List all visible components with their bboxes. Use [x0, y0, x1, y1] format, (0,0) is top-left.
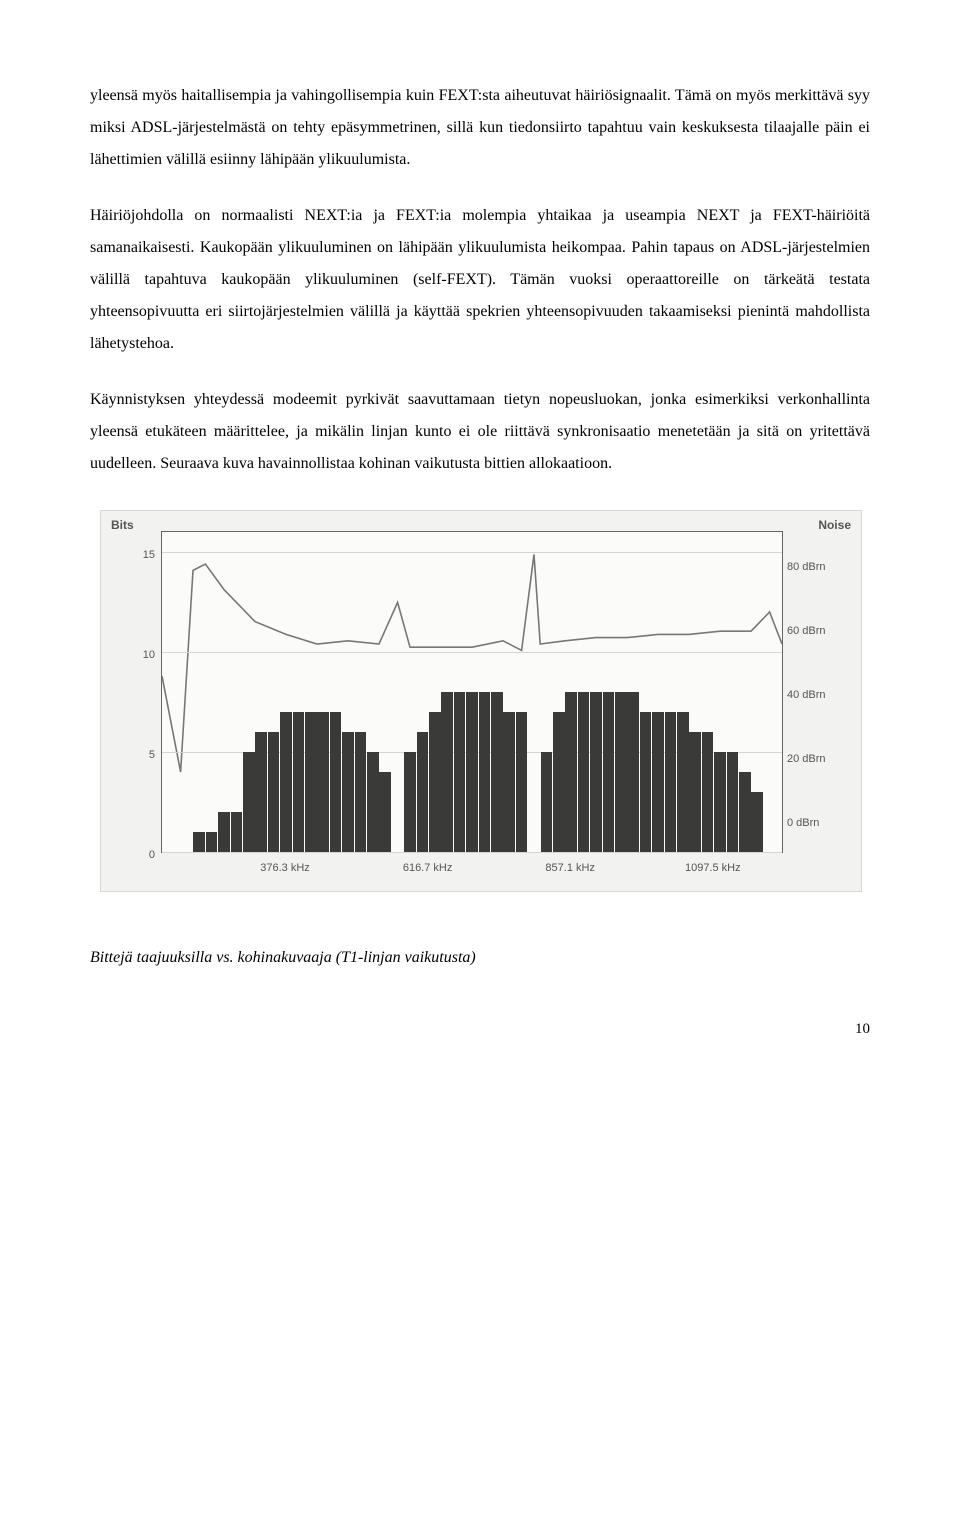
figure-caption: Bittejä taajuuksilla vs. kohinakuvaaja (…: [90, 942, 870, 974]
bit-bar: [193, 832, 205, 852]
x-tick-label: 616.7 kHz: [398, 857, 458, 879]
right-tick-label: 0 dBrn: [787, 812, 819, 834]
bit-bar: [317, 712, 329, 852]
bit-bar: [565, 692, 577, 852]
bit-bar: [367, 752, 379, 852]
bit-bar: [627, 692, 639, 852]
bit-bar: [751, 792, 763, 852]
bit-bar: [702, 732, 714, 852]
bit-bar: [379, 772, 391, 852]
bit-bar: [516, 712, 528, 852]
bit-bar: [231, 812, 243, 852]
bit-bar: [206, 832, 218, 852]
right-axis-title: Noise: [818, 513, 851, 537]
page-number: 10: [90, 1014, 870, 1044]
bit-bar: [578, 692, 590, 852]
bit-bar: [615, 692, 627, 852]
bit-bar: [491, 692, 503, 852]
bit-bar: [305, 712, 317, 852]
bit-bar: [466, 692, 478, 852]
left-axis-title: Bits: [111, 513, 134, 537]
body-paragraph-2: Häiriöjohdolla on normaalisti NEXT:ia ja…: [90, 200, 870, 360]
right-tick-label: 60 dBrn: [787, 620, 826, 642]
bit-bar: [677, 712, 689, 852]
bit-bar: [243, 752, 255, 852]
right-tick-label: 20 dBrn: [787, 748, 826, 770]
bit-bar: [218, 812, 230, 852]
bit-bar: [479, 692, 491, 852]
right-tick-label: 40 dBrn: [787, 684, 826, 706]
bit-bar: [689, 732, 701, 852]
bit-bar: [355, 732, 367, 852]
bit-bar: [541, 752, 553, 852]
bit-bar: [652, 712, 664, 852]
bit-bar: [454, 692, 466, 852]
bit-bar: [640, 712, 652, 852]
body-paragraph-3: Käynnistyksen yhteydessä modeemit pyrkiv…: [90, 384, 870, 480]
x-tick-label: 1097.5 kHz: [683, 857, 743, 879]
bit-bar: [739, 772, 751, 852]
bit-bar: [342, 732, 354, 852]
bit-bar: [293, 712, 305, 852]
bit-bar: [503, 712, 515, 852]
bit-bar: [268, 732, 280, 852]
x-tick-label: 857.1 kHz: [540, 857, 600, 879]
bit-bar: [441, 692, 453, 852]
bit-bar: [590, 692, 602, 852]
left-tick-label: 0: [131, 844, 155, 866]
bit-bar: [665, 712, 677, 852]
body-paragraph-1: yleensä myös haitallisempia ja vahingoll…: [90, 80, 870, 176]
bit-bar: [553, 712, 565, 852]
bit-bar: [727, 752, 739, 852]
right-tick-label: 80 dBrn: [787, 556, 826, 578]
left-tick-label: 10: [131, 644, 155, 666]
left-tick-label: 5: [131, 744, 155, 766]
bits-noise-chart: Bits Noise 0 5 10 15 0 dBrn 20 dBrn 40 dBrn 60 …: [100, 510, 860, 892]
bit-bar: [429, 712, 441, 852]
bit-bar: [280, 712, 292, 852]
bit-bar: [255, 732, 267, 852]
bit-bar: [603, 692, 615, 852]
bit-bar: [417, 732, 429, 852]
bit-bar: [330, 712, 342, 852]
bit-bar: [404, 752, 416, 852]
bit-bar: [714, 752, 726, 852]
left-tick-label: 15: [131, 544, 155, 566]
x-tick-label: 376.3 kHz: [255, 857, 315, 879]
